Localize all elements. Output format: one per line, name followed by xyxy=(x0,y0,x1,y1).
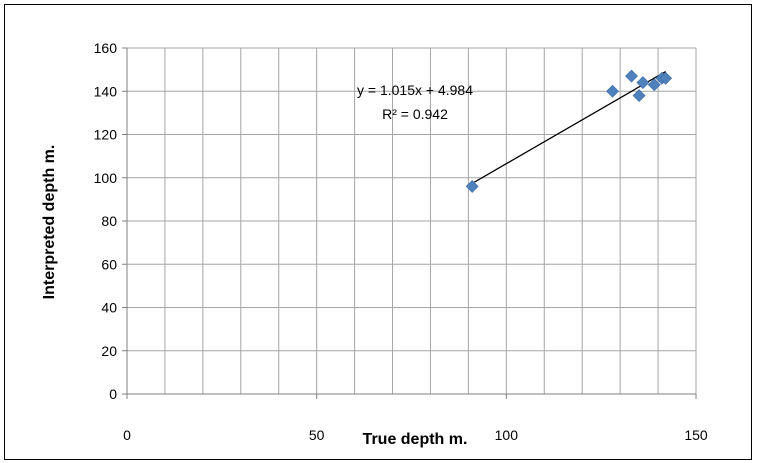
y-tick-label: 0 xyxy=(109,386,117,402)
data-point xyxy=(465,179,479,193)
chart-frame xyxy=(4,4,752,460)
data-points xyxy=(465,69,673,193)
y-tick-label: 40 xyxy=(101,300,117,316)
y-tick-label: 60 xyxy=(101,256,117,272)
trendline-group xyxy=(471,70,666,185)
grid xyxy=(127,47,697,394)
y-tick-label: 100 xyxy=(94,170,118,186)
y-tick-label: 80 xyxy=(101,213,117,229)
trendline-r2: R² = 0.942 xyxy=(382,106,448,122)
axes xyxy=(122,47,697,399)
y-axis-title: Interpreted depth m. xyxy=(41,145,58,300)
data-point xyxy=(636,76,650,90)
trendline-equation: y = 1.015x + 4.984 xyxy=(357,82,473,98)
data-point xyxy=(606,84,619,98)
trendline xyxy=(471,70,666,185)
data-point xyxy=(632,89,646,102)
x-axis-title: True depth m. xyxy=(363,431,468,448)
y-tick-label: 140 xyxy=(94,83,118,99)
y-tick-labels: 0 20 40 60 80 100 120 140 160 xyxy=(94,40,118,402)
x-tick-labels: 0 50 100 150 xyxy=(123,427,708,443)
y-tick-label: 20 xyxy=(101,343,117,359)
y-tick-label: 120 xyxy=(94,127,118,143)
x-tick-label: 50 xyxy=(309,427,325,443)
y-tick-label: 160 xyxy=(94,40,118,56)
data-point xyxy=(647,78,661,92)
data-point xyxy=(659,71,673,85)
x-tick-label: 0 xyxy=(123,427,131,443)
x-tick-label: 100 xyxy=(495,427,519,443)
data-point xyxy=(625,69,638,83)
x-tick-label: 150 xyxy=(684,427,708,443)
